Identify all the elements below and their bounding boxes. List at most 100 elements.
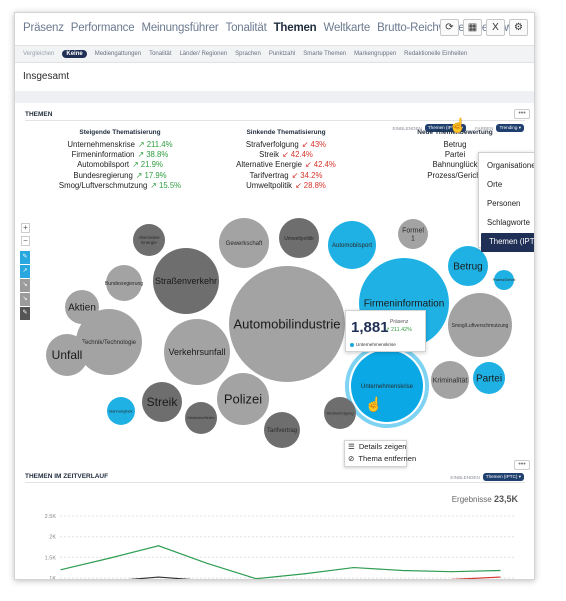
- rising-topic-row[interactable]: Unternehmenskrise ↗ 211.4%: [45, 140, 195, 150]
- rising-topic-row[interactable]: Firmeninformation ↗ 38.8%: [45, 150, 195, 160]
- settings-icon[interactable]: ⚙: [509, 19, 528, 36]
- bubble-circle[interactable]: [76, 309, 142, 375]
- bubble-circle[interactable]: [219, 218, 269, 268]
- zeitverlauf-more-button[interactable]: •••: [514, 460, 530, 470]
- compare-option[interactable]: Smarte Themen: [303, 51, 347, 57]
- compare-option[interactable]: Punktzahl: [268, 51, 296, 57]
- nav-item[interactable]: Tonalität: [225, 22, 267, 34]
- topic-bubble[interactable]: Partei: [473, 362, 505, 394]
- einblenden-select[interactable]: Themen (IPTC) ▾: [424, 124, 467, 132]
- bubble-tool-icon[interactable]: ✎: [20, 251, 30, 264]
- nav-item[interactable]: Themen: [273, 22, 317, 34]
- topic-bubble[interactable]: Automobilindustrie: [229, 266, 345, 382]
- bubble-circle[interactable]: [448, 246, 488, 286]
- zoom-out-button[interactable]: −: [21, 236, 30, 246]
- bubble-circle[interactable]: [65, 290, 99, 324]
- topic-bubble[interactable]: Unternehmenskrise: [345, 344, 429, 428]
- topic-bubble[interactable]: Aktien: [65, 290, 99, 324]
- nav-item[interactable]: Präsenz: [23, 22, 64, 34]
- bubble-circle[interactable]: [448, 293, 512, 357]
- topic-bubble[interactable]: Smog/Luftverschmutzung: [448, 293, 512, 357]
- compare-option[interactable]: Markengruppen: [354, 51, 397, 57]
- compare-option[interactable]: Redaktionelle Einheiten: [404, 51, 468, 57]
- bubble-circle[interactable]: [106, 265, 142, 301]
- bubble-circle[interactable]: [133, 224, 165, 256]
- topic-bubble[interactable]: Technik/Technologie: [76, 309, 142, 375]
- falling-topic-row[interactable]: Alternative Energie ↙ 42.4%: [211, 160, 361, 170]
- compare-option[interactable]: Länder/ Regionen: [179, 51, 228, 57]
- dropdown-option[interactable]: Orte: [487, 180, 503, 189]
- compare-none-button[interactable]: Keine: [62, 50, 87, 58]
- bubble-circle[interactable]: [398, 219, 428, 249]
- topic-bubble[interactable]: Bahnunglück: [107, 397, 135, 425]
- bubble-circle[interactable]: [351, 350, 423, 422]
- topic-bubble[interactable]: Verkehrsunfall: [164, 319, 230, 385]
- rising-topic-row[interactable]: Bundesregierung ↗ 17.9%: [45, 171, 195, 181]
- bubble-tool-icon[interactable]: ↘: [20, 293, 30, 306]
- einblenden-select[interactable]: Themen (IPTC) ▾: [482, 473, 524, 481]
- compare-option[interactable]: Sprachen: [235, 51, 261, 57]
- bubble-circle[interactable]: [217, 373, 269, 425]
- falling-topic-row[interactable]: Tarifvertrag ↙ 34.2%: [211, 171, 361, 181]
- bubble-circle[interactable]: [473, 362, 505, 394]
- falling-topic-row[interactable]: Umweltpolitik ↙ 28.8%: [211, 181, 361, 191]
- nav-item[interactable]: Performance: [70, 22, 135, 34]
- bubble-circle[interactable]: [153, 248, 219, 314]
- topic-bubble[interactable]: Polizei: [217, 373, 269, 425]
- topic-bubble[interactable]: Gewerkschaft: [219, 218, 269, 268]
- topic-bubble[interactable]: Geldstrafen/Strafen: [185, 402, 217, 434]
- bubble-circle[interactable]: [264, 412, 300, 448]
- nav-item[interactable]: Weltkarte: [323, 22, 371, 34]
- new-topic-row[interactable]: Partei: [400, 150, 510, 160]
- bubble-tool-icon[interactable]: ↘: [20, 279, 30, 292]
- topic-bubble[interactable]: Kriminalität: [431, 361, 469, 399]
- nav-item[interactable]: Meinungsführer: [141, 22, 219, 34]
- bubble-circle[interactable]: [494, 270, 514, 290]
- topic-bubble[interactable]: Streik: [142, 382, 182, 422]
- new-topic-row[interactable]: Betrug: [400, 140, 510, 150]
- bubble-circle[interactable]: [46, 334, 88, 376]
- refresh-icon[interactable]: ⟳: [440, 19, 459, 36]
- falling-topic-row[interactable]: Streik ↙ 42.4%: [211, 150, 361, 160]
- topic-bubble[interactable]: Tarifvertrag: [264, 412, 300, 448]
- topic-bubble[interactable]: Prozess/Gericht: [493, 270, 516, 290]
- bubble-circle[interactable]: [185, 402, 217, 434]
- farben-select[interactable]: Trending ▾: [496, 124, 524, 132]
- dropdown-option[interactable]: Schlagworte: [487, 218, 530, 227]
- topic-bubble[interactable]: Straßenverkehr: [153, 248, 219, 314]
- bubble-circle[interactable]: [328, 221, 376, 269]
- topic-bubble[interactable]: Betrug: [448, 246, 488, 286]
- zoom-in-button[interactable]: +: [21, 223, 30, 233]
- bubble-tool-icon[interactable]: ✎: [20, 307, 30, 320]
- themen-more-button[interactable]: •••: [514, 109, 530, 119]
- compare-option[interactable]: Tonalität: [149, 51, 172, 57]
- context-menu-item[interactable]: ⊘ Thema entfernen: [345, 453, 416, 465]
- context-menu-item[interactable]: ☰ Details zeigen: [345, 441, 407, 453]
- new-topic-row[interactable]: Bahnunglück: [400, 160, 510, 170]
- grid-icon[interactable]: ▦: [463, 19, 482, 36]
- topic-bubble[interactable]: Bundesregierung: [105, 265, 143, 301]
- bubble-circle[interactable]: [229, 266, 345, 382]
- bubble-tool-icon[interactable]: ↗: [20, 265, 30, 278]
- new-topic-row[interactable]: Prozess/Gericht: [400, 171, 510, 181]
- topic-bubble[interactable]: Strafverfolgung: [324, 397, 356, 429]
- excel-icon[interactable]: X: [486, 19, 505, 36]
- topic-bubble[interactable]: Umweltpolitik: [279, 218, 319, 258]
- bubble-circle[interactable]: [431, 361, 469, 399]
- falling-topic-row[interactable]: Strafverfolgung ↙ 43%: [211, 140, 361, 150]
- bubble-circle[interactable]: [142, 382, 182, 422]
- topic-bubble[interactable]: Automobilsport: [328, 221, 376, 269]
- bubble-circle[interactable]: [107, 397, 135, 425]
- dropdown-option[interactable]: Organisationen: [487, 161, 535, 170]
- compare-option[interactable]: Mediengattungen: [94, 51, 142, 57]
- bubble-circle[interactable]: [324, 397, 356, 429]
- rising-topic-row[interactable]: Smog/Luftverschmutzung ↗ 15.5%: [45, 181, 195, 191]
- topic-bubble[interactable]: Unfall: [46, 334, 88, 376]
- dropdown-option[interactable]: Themen (IPTC): [481, 233, 534, 252]
- dropdown-option[interactable]: Personen: [487, 199, 521, 208]
- rising-topic-row[interactable]: Automobilsport ↗ 21.9%: [45, 160, 195, 170]
- bubble-circle[interactable]: [164, 319, 230, 385]
- bubble-circle[interactable]: [279, 218, 319, 258]
